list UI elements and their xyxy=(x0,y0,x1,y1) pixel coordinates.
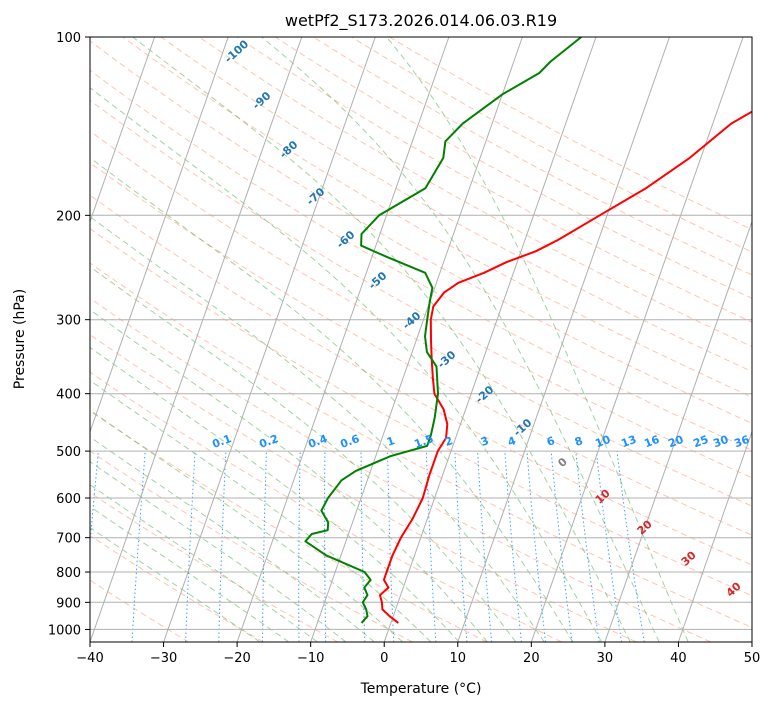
dry-adiabat-line xyxy=(90,491,339,642)
mixing-ratio-label: 4 xyxy=(506,434,518,449)
chart-title: wetPf2_S173.2026.014.06.03.R19 xyxy=(285,11,557,31)
y-tick-label: 400 xyxy=(56,388,81,403)
x-tick-label: −40 xyxy=(76,651,103,666)
y-axis-label: Pressure (hPa) xyxy=(12,289,28,389)
isotherm-gridline xyxy=(457,37,670,642)
mixing-ratio-label: 13 xyxy=(619,433,638,450)
mixing-ratio-label: 10 xyxy=(593,433,612,451)
dry-adiabat-line xyxy=(90,162,752,536)
dry-adiabat-line xyxy=(90,410,488,642)
dry-adiabat-line xyxy=(90,227,752,597)
moist-adiabat-line xyxy=(90,266,517,642)
dry-adiabat-line xyxy=(90,297,712,642)
mixing-ratio-line xyxy=(575,451,600,642)
isotherm-gridline xyxy=(310,37,523,642)
moist-adiabat-line xyxy=(90,309,488,642)
moist-adiabat-line xyxy=(90,526,261,642)
dry-adiabat-line xyxy=(90,262,752,629)
mixing-ratio-label: 0.4 xyxy=(306,432,329,451)
x-axis-label: Temperature (°C) xyxy=(360,681,482,697)
mixing-ratio-line xyxy=(90,451,99,549)
y-tick-label: 100 xyxy=(56,31,81,46)
x-tick-label: −10 xyxy=(297,651,324,666)
mixing-ratio-label: 6 xyxy=(545,434,557,449)
isotherm-gridline xyxy=(604,220,752,642)
mixing-ratio-line xyxy=(616,451,645,642)
mixing-ratio-label: 20 xyxy=(666,433,685,451)
y-tick-label: 300 xyxy=(56,314,81,329)
temperature-profile-line xyxy=(379,110,752,624)
x-tick-label: 30 xyxy=(597,651,614,666)
isotherm-gridline xyxy=(163,37,376,642)
isotherm-gridline xyxy=(90,37,156,224)
mixing-ratio-label: 0.1 xyxy=(210,432,233,451)
dry-adiabat-line xyxy=(90,334,637,642)
moist-adiabat-line xyxy=(90,215,545,642)
mixing-ratio-label: 36 xyxy=(732,433,751,451)
isotherm-gridline xyxy=(383,37,597,642)
dry-adiabat-line xyxy=(198,37,752,348)
mixing-ratio-line xyxy=(595,451,623,642)
mixing-ratio-label: 3 xyxy=(479,434,491,449)
x-tick-label: 10 xyxy=(450,651,467,666)
mixing-ratio-label: 25 xyxy=(691,433,710,450)
moist-adiabat-line xyxy=(132,37,631,642)
y-tick-label: 700 xyxy=(56,532,81,547)
moist-adiabat-line xyxy=(90,379,432,642)
isotherm-gridline xyxy=(236,37,450,642)
x-tick-label: −20 xyxy=(223,651,250,666)
moist-adiabat-line xyxy=(90,346,460,642)
dry-adiabat-line xyxy=(90,371,562,642)
dry-adiabat-line xyxy=(90,99,752,479)
mixing-ratio-label: 1.5 xyxy=(412,432,435,451)
y-tick-label: 200 xyxy=(56,209,81,224)
mixing-ratio-line xyxy=(477,451,493,642)
moist-adiabat-line xyxy=(90,484,318,642)
plot-background-lines xyxy=(90,37,752,642)
isotherm-gridline xyxy=(90,37,229,434)
dewpoint-profile-line xyxy=(304,37,582,624)
isotherm-gridline xyxy=(677,430,752,642)
moist-adiabat-line xyxy=(386,37,689,642)
mixing-ratio-label: 16 xyxy=(642,433,661,451)
y-tick-label: 1000 xyxy=(48,623,81,638)
dry-adiabat-line xyxy=(90,534,264,642)
dry-adiabat-line xyxy=(274,37,752,299)
x-tick-label: 20 xyxy=(523,651,540,666)
moist-adiabat-line xyxy=(90,505,290,642)
x-tick-label: 0 xyxy=(380,651,388,666)
plot-frame xyxy=(89,36,753,643)
moist-adiabat-line xyxy=(90,409,403,642)
y-tick-label: 800 xyxy=(56,566,81,581)
mixing-ratio-label: 8 xyxy=(573,434,585,449)
moist-adiabat-line xyxy=(261,37,660,642)
mixing-ratio-label: 0.2 xyxy=(257,432,280,451)
moist-adiabat-line xyxy=(90,157,574,642)
mixing-ratio-label: 1 xyxy=(385,434,397,449)
isotherm-gridline xyxy=(530,37,744,642)
y-axis-ticks: 100 200 300 400 500 600 700 800 900 1000 xyxy=(48,31,90,638)
dry-adiabat-line xyxy=(90,130,752,507)
mixing-ratio-line xyxy=(504,451,522,642)
mixing-ratio-label: 0.6 xyxy=(338,432,361,451)
x-tick-label: −30 xyxy=(150,651,177,666)
x-tick-label: 40 xyxy=(670,651,687,666)
mixing-ratio-label: 30 xyxy=(711,433,730,451)
mixing-ratio-line xyxy=(550,451,573,642)
mixing-ratio-line xyxy=(526,451,547,642)
mixing-ratio-label: 2 xyxy=(443,434,455,449)
dry-adiabat-line xyxy=(90,69,752,451)
x-tick-label: 50 xyxy=(744,651,761,666)
y-tick-label: 600 xyxy=(56,492,81,507)
sounding-series xyxy=(304,37,752,624)
y-tick-label: 500 xyxy=(56,445,81,460)
x-axis-ticks: −40 −30 −20 −10 0 10 20 30 40 50 xyxy=(76,642,760,666)
y-tick-label: 900 xyxy=(56,596,81,611)
moist-adiabat-line xyxy=(90,436,375,642)
isotherm-gridline xyxy=(90,37,303,642)
dry-adiabat-line xyxy=(160,37,752,373)
